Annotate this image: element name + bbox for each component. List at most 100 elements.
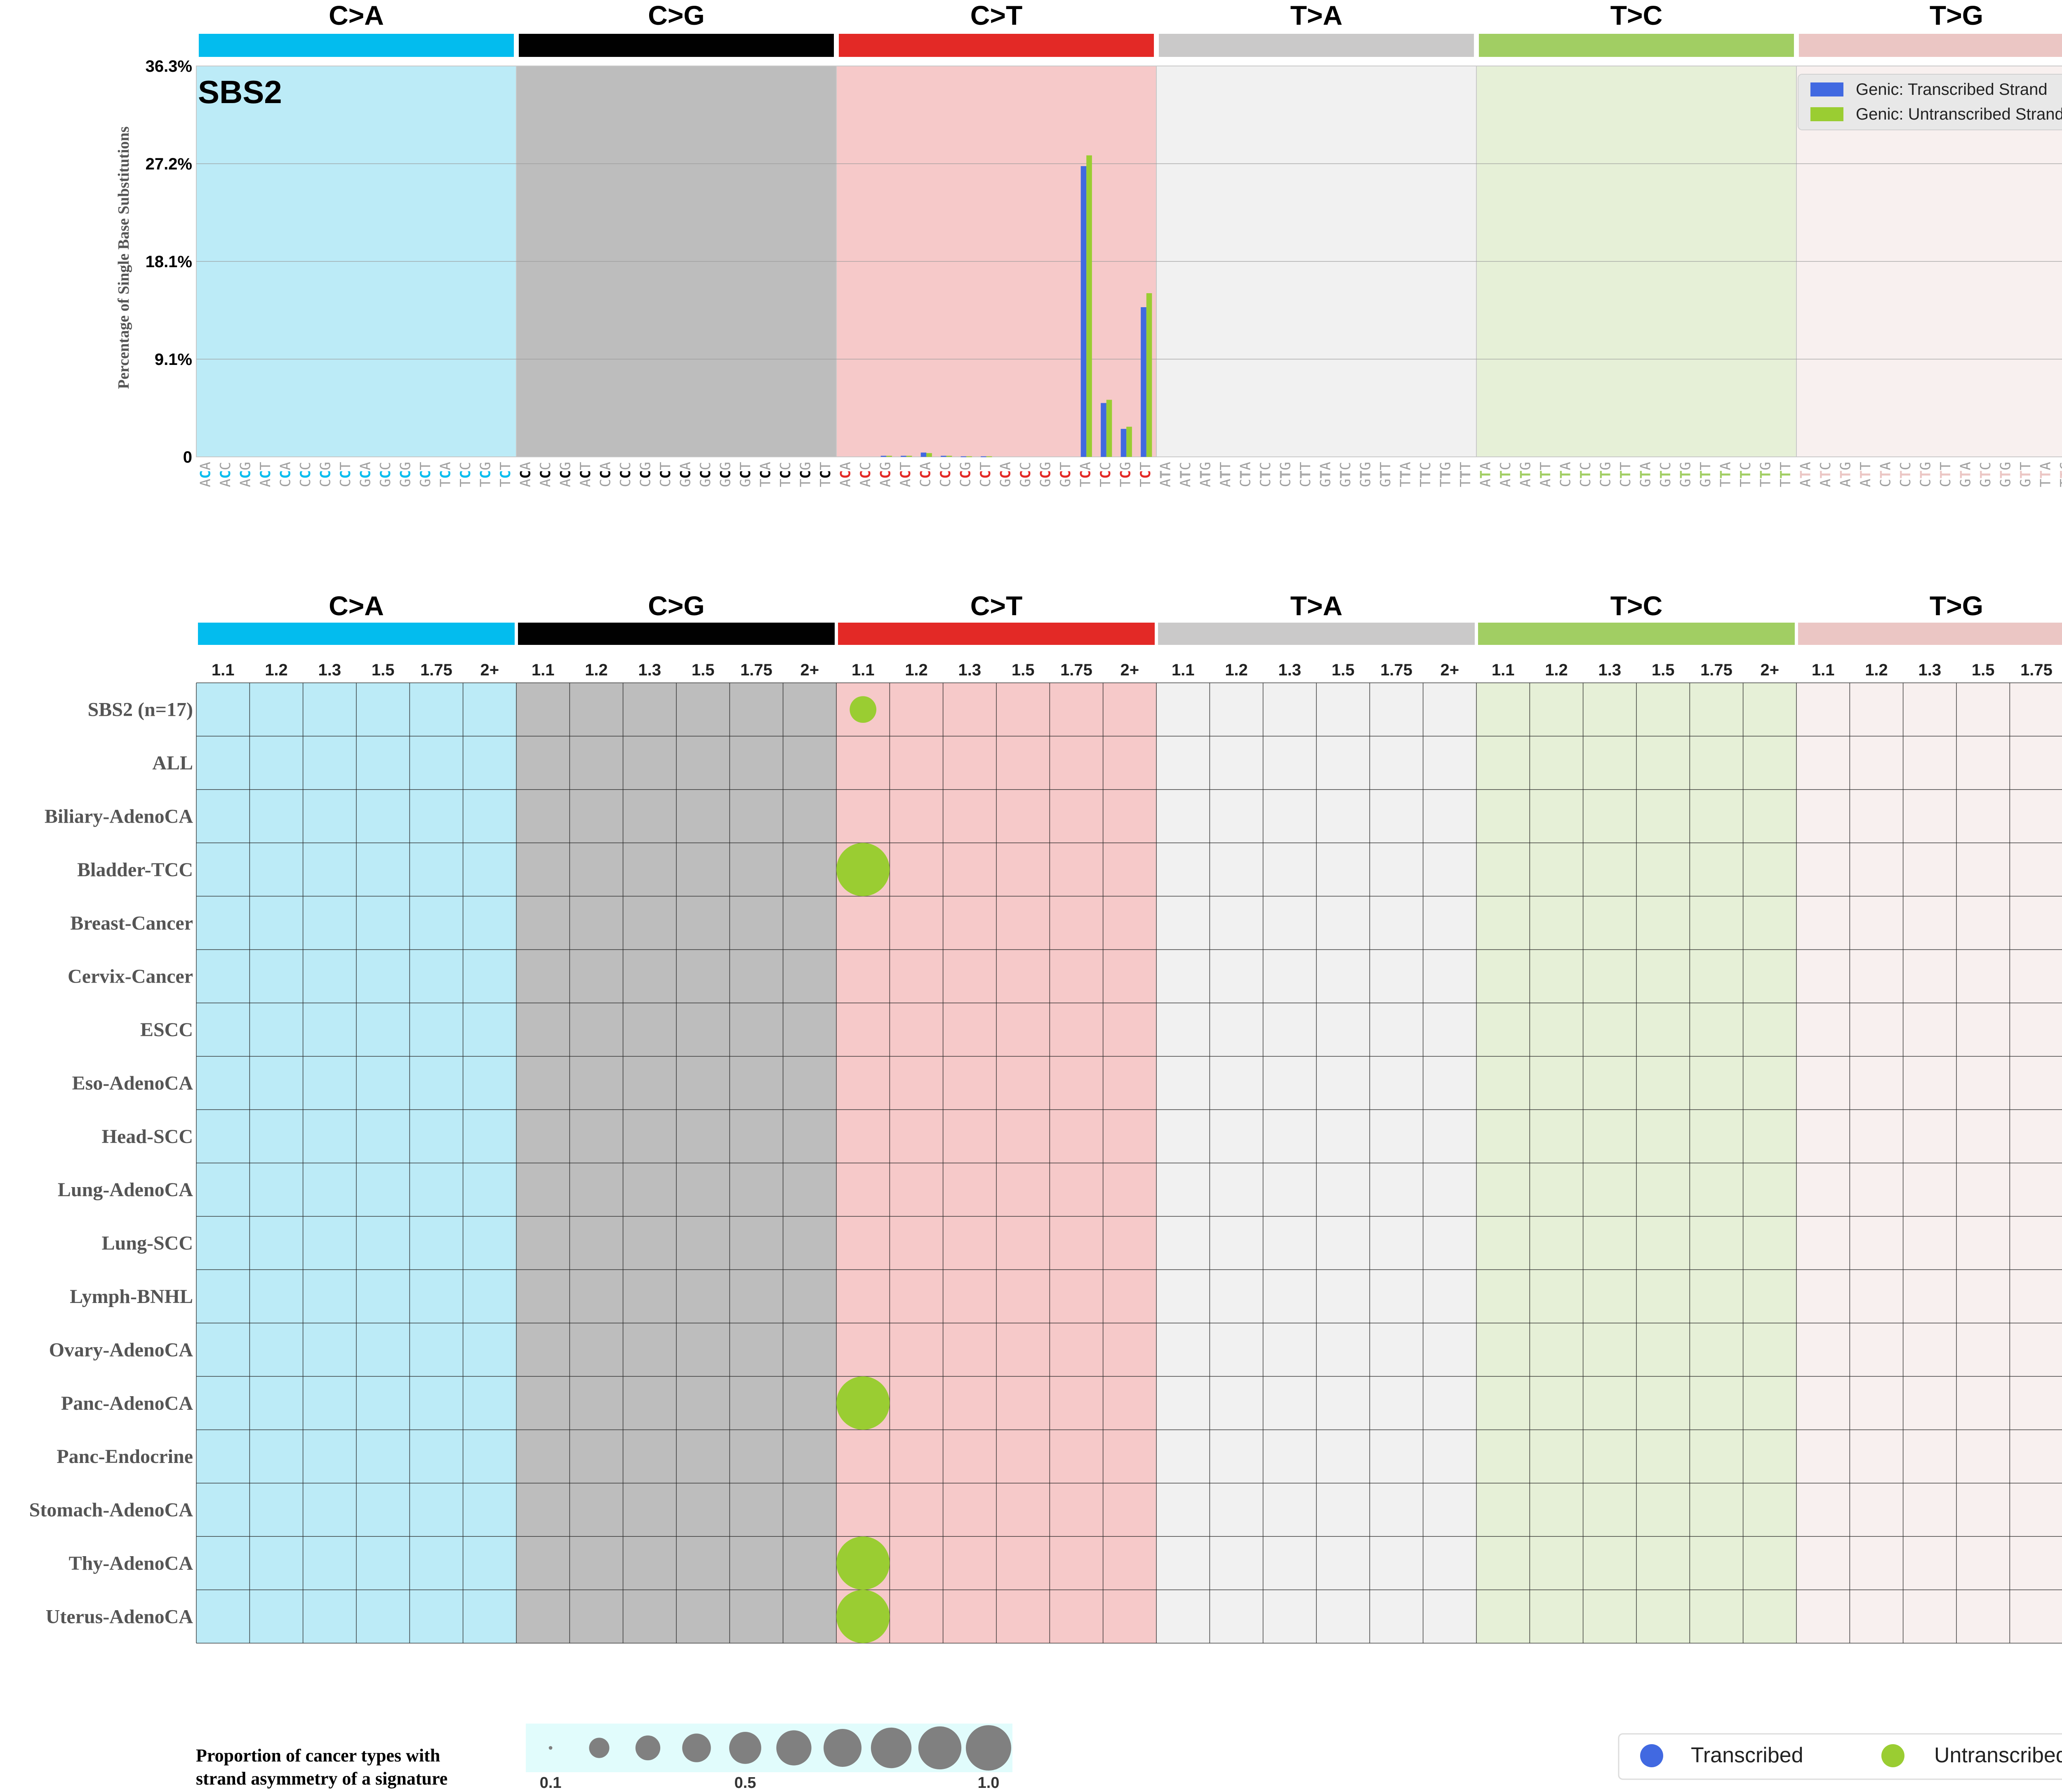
x-context-label-80: TTT [1777,462,1794,487]
bar-untranscribed-45 [1086,155,1092,457]
x-context-label-18: ACC [537,462,554,487]
threshold-label-1-2: 1.2 [265,661,288,679]
x-context-label-17: ACA [517,462,534,487]
bottom-header-label-3: C>T [970,590,1023,621]
threshold-label-4-6: 2+ [1441,661,1459,679]
threshold-label-2-5: 1.75 [740,661,772,679]
x-context-label-44: GCT [1057,462,1074,487]
size-legend-circle-6 [776,1730,812,1766]
strand-legend-frame [1618,1733,2062,1780]
threshold-label-3-6: 2+ [1120,661,1139,679]
x-context-label-88: CTT [1937,462,1954,487]
x-context-label-12: GCT [417,462,434,487]
x-context-label-92: GTT [2017,462,2034,487]
x-context-label-3: ACG [237,462,254,487]
bar-untranscribed-40 [986,456,992,457]
row-label-11: Lung-SCC [102,1232,193,1254]
x-context-label-53: CTA [1237,462,1254,487]
top-header-label-1: C>A [329,0,384,31]
bar-transcribed-37 [920,452,927,457]
threshold-label-4-1: 1.1 [1172,661,1195,679]
x-context-label-28: GCT [737,462,754,487]
row-label-3: Biliary-AdenoCA [45,805,193,827]
x-context-label-30: TCC [777,462,794,487]
row-label-18: Uterus-AdenoCA [46,1606,193,1627]
threshold-label-3-5: 1.75 [1060,661,1092,679]
top-header-label-2: C>G [648,0,705,31]
bar-legend[interactable]: Genic: Transcribed Strand Genic: Untrans… [1798,74,2062,130]
bottom-header-bar-3 [838,623,1155,645]
top-header-bar-3 [839,34,1154,57]
x-context-label-7: CCG [317,462,334,487]
size-legend-tick-2: 0.5 [734,1774,756,1792]
x-context-label-74: GTC [1657,462,1674,487]
x-context-label-40: CCT [977,462,994,487]
bar-untranscribed-47 [1126,426,1132,457]
bar-untranscribed-48 [1146,293,1152,457]
row-label-15: Panc-Endocrine [56,1446,193,1467]
threshold-label-4-2: 1.2 [1225,661,1248,679]
size-legend-circle-2 [589,1738,610,1758]
y-tick-label-4: 36.3% [146,57,192,75]
bottom-header-label-5: T>C [1610,590,1663,621]
size-legend-circle-8 [871,1727,912,1768]
x-context-label-57: GTA [1317,462,1334,487]
bottom-header-label-2: C>G [648,590,705,621]
x-context-label-41: GCA [997,462,1014,487]
x-context-label-72: CTT [1617,462,1634,487]
x-context-label-25: GCA [677,462,694,487]
threshold-label-5-6: 2+ [1761,661,1780,679]
top-header-bar-1 [199,34,514,57]
row-label-9: Head-SCC [102,1126,193,1148]
bar-transcribed-35 [880,456,887,457]
x-context-label-84: ATT [1857,462,1874,487]
x-context-label-34: ACC [857,462,874,487]
x-context-label-75: GTG [1677,462,1694,487]
bottom-row-labels: SBS2 (n=17) ALL Biliary-AdenoCA Bladder-TCC… [29,699,193,1628]
x-context-label-22: CCC [617,462,634,487]
y-tick-label-0: 0 [183,448,192,466]
x-context-label-60: GTT [1377,462,1394,487]
top-header-bar-6 [1799,34,2062,57]
threshold-label-5-1: 1.1 [1492,661,1515,679]
row-label-1: SBS2 (n=17) [88,699,193,721]
row-label-6: Cervix-Cancer [68,966,193,988]
x-context-label-10: GCC [377,462,394,487]
row-label-7: ESCC [140,1019,193,1041]
legend-swatch-transcribed [1810,82,1843,96]
legend-label-transcribed: Genic: Transcribed Strand [1856,80,2048,99]
threshold-label-6-4: 1.5 [1972,661,1995,679]
threshold-label-1-4: 1.5 [372,661,395,679]
x-context-label-70: CTC [1577,462,1594,487]
y-tick-label-1: 9.1% [155,350,192,369]
threshold-label-2-4: 1.5 [692,661,715,679]
circle-grid-chart: C>A C>G C>T T>A T>C T>G 1.1 1.2 1.3 1.5 1.75 2+ 1.1… [29,590,2062,1644]
x-context-label-5: CCA [277,462,294,487]
x-context-label-19: ACG [557,462,574,487]
x-context-label-52: ATT [1217,462,1234,487]
x-context-label-21: CCA [597,462,614,487]
x-context-label-27: GCG [717,462,734,487]
x-context-label-8: CCT [337,462,354,487]
size-legend-title-line2: strand asymmetry of a signature [196,1768,447,1789]
strand-legend[interactable]: Transcribed Untranscribed [1618,1733,2062,1780]
x-context-label-14: TCC [457,462,474,487]
x-context-label-46: TCC [1097,462,1114,487]
row-label-16: Stomach-AdenoCA [29,1499,193,1521]
x-context-label-37: CCA [917,462,934,487]
x-context-label-45: TCA [1077,462,1094,487]
x-context-label-39: CCG [957,462,974,487]
top-header-label-5: T>C [1610,0,1663,31]
threshold-label-4-5: 1.75 [1380,661,1412,679]
bottom-header-label-1: C>A [329,590,384,621]
row-label-10: Lung-AdenoCA [58,1179,193,1201]
bottom-header-label-6: T>G [1930,590,1983,621]
x-context-label-13: TCA [437,462,454,487]
x-context-label-86: CTC [1897,462,1914,487]
x-context-label-20: ACT [577,462,594,487]
x-context-label-89: GTA [1957,462,1974,487]
top-bars [880,155,1152,457]
x-context-label-90: GTC [1977,462,1994,487]
x-context-label-83: ATG [1837,462,1854,487]
row-label-14: Panc-AdenoCA [61,1392,193,1414]
